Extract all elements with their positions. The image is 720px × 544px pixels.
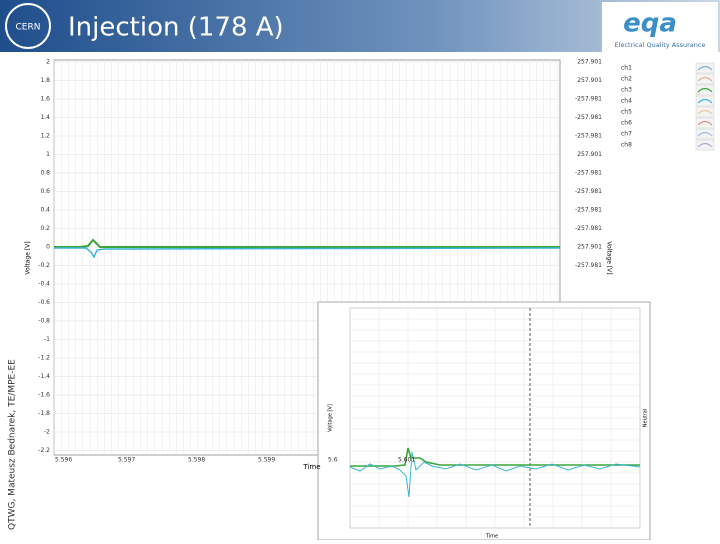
right-tick-label: 257.901 (577, 244, 602, 251)
y-tick-label: -2.2 (38, 447, 50, 454)
x-tick-label: 5.597 (118, 457, 135, 464)
inset-x-label: Time (485, 534, 498, 540)
right-tick-label: -257.981 (575, 225, 602, 232)
y-tick-label: -1.4 (38, 373, 50, 380)
y-axis-label: Voltage [V] (25, 241, 32, 274)
eqa-logo-box (602, 2, 718, 52)
right-tick-label: -257.981 (575, 133, 602, 140)
cern-logo-text: CERN (16, 23, 41, 33)
legend-swatch-line (697, 142, 713, 148)
legend-label: ch7 (621, 131, 632, 138)
inset-y-label: Voltage [V] (328, 404, 334, 432)
right-tick-label: -257.981 (575, 170, 602, 177)
legend-swatch (695, 139, 715, 151)
y-tick-label: 0.4 (40, 207, 50, 214)
y-tick-label: 0.2 (40, 225, 50, 232)
y-tick-label: -0.4 (38, 281, 50, 288)
right-tick-label: -257.981 (575, 207, 602, 214)
legend-swatch (695, 84, 715, 96)
right-tick-label: -257.981 (575, 188, 602, 195)
legend-label: ch3 (621, 87, 632, 94)
y-tick-label: -1.2 (38, 355, 50, 362)
inset-right-label: Neutral (643, 409, 649, 427)
y-tick-label: -1.8 (38, 410, 50, 417)
y-tick-label: -0.6 (38, 299, 50, 306)
inset: Voltage [V] Time Neutral (317, 301, 651, 541)
y-tick-label: 0.8 (40, 170, 50, 177)
legend-swatch (695, 95, 715, 107)
sidebar-text: QTWG, Mateusz Bednarek, TE/MPE-EE (8, 359, 18, 530)
y-tick-label: -0.8 (38, 318, 50, 325)
right-tick-label: -257.981 (575, 262, 602, 269)
y-tick-label: 1.4 (40, 114, 50, 121)
y-tick-label: -1 (44, 336, 50, 343)
legend-swatch-line (697, 87, 713, 93)
x-tick-label: 5.601 (398, 457, 415, 464)
slide-title: Injection (178 A) (68, 13, 284, 43)
header-band (0, 0, 720, 52)
y-tick-label: 1.2 (40, 133, 50, 140)
inset-trace-cyan (349, 451, 641, 498)
right-axis-label: Voltage [V] (606, 241, 613, 274)
right-tick-label: 257.901 (577, 59, 602, 66)
x-tick-label: 5.599 (258, 457, 275, 464)
legend-label: ch6 (621, 120, 632, 127)
legend-swatch-line (697, 131, 713, 137)
x-axis-label: Time (302, 463, 320, 471)
legend-swatch-line (697, 120, 713, 126)
right-tick-label: -257.981 (575, 114, 602, 121)
legend-swatch-line (697, 76, 713, 82)
y-tick-label: 1.8 (40, 77, 50, 84)
trace-cyan (54, 247, 561, 259)
legend-swatch (695, 117, 715, 129)
legend-swatch-line (697, 109, 713, 115)
y-tick-label: -2 (44, 429, 50, 436)
legend-swatch (695, 128, 715, 140)
y-tick-label: -1.6 (38, 392, 50, 399)
legend-label: ch8 (621, 142, 632, 149)
x-tick-label: 5.596 (55, 457, 72, 464)
legend-swatch-line (697, 98, 713, 104)
y-tick-label: 2 (46, 59, 50, 66)
right-tick-label: -257.981 (575, 96, 602, 103)
right-tick-label: 257.901 (577, 151, 602, 158)
cern-logo (5, 3, 51, 49)
legend-label: ch2 (621, 76, 632, 83)
legend-label: ch1 (621, 65, 632, 72)
trace-green (54, 238, 560, 248)
y-tick-label: 1 (46, 151, 50, 158)
y-tick-label: -0.2 (38, 262, 50, 269)
x-tick-label: 5.6 (328, 457, 338, 464)
right-tick-label: 257.901 (577, 77, 602, 84)
legend-swatch (695, 62, 715, 74)
legend-swatch-line (697, 65, 713, 71)
y-tick-label: 1.6 (40, 96, 50, 103)
legend-swatch (695, 73, 715, 85)
inset-trace-green (350, 447, 640, 467)
eqa-logo-sub: Electrical Quality Assurance (615, 41, 706, 49)
legend-label: ch4 (621, 98, 632, 105)
legend-swatch (695, 106, 715, 118)
legend-label: ch5 (621, 109, 632, 116)
x-tick-label: 5.598 (188, 457, 205, 464)
y-tick-label: 0 (46, 244, 50, 251)
eqa-logo: eqa (623, 9, 677, 39)
y-tick-label: 0.6 (40, 188, 50, 195)
